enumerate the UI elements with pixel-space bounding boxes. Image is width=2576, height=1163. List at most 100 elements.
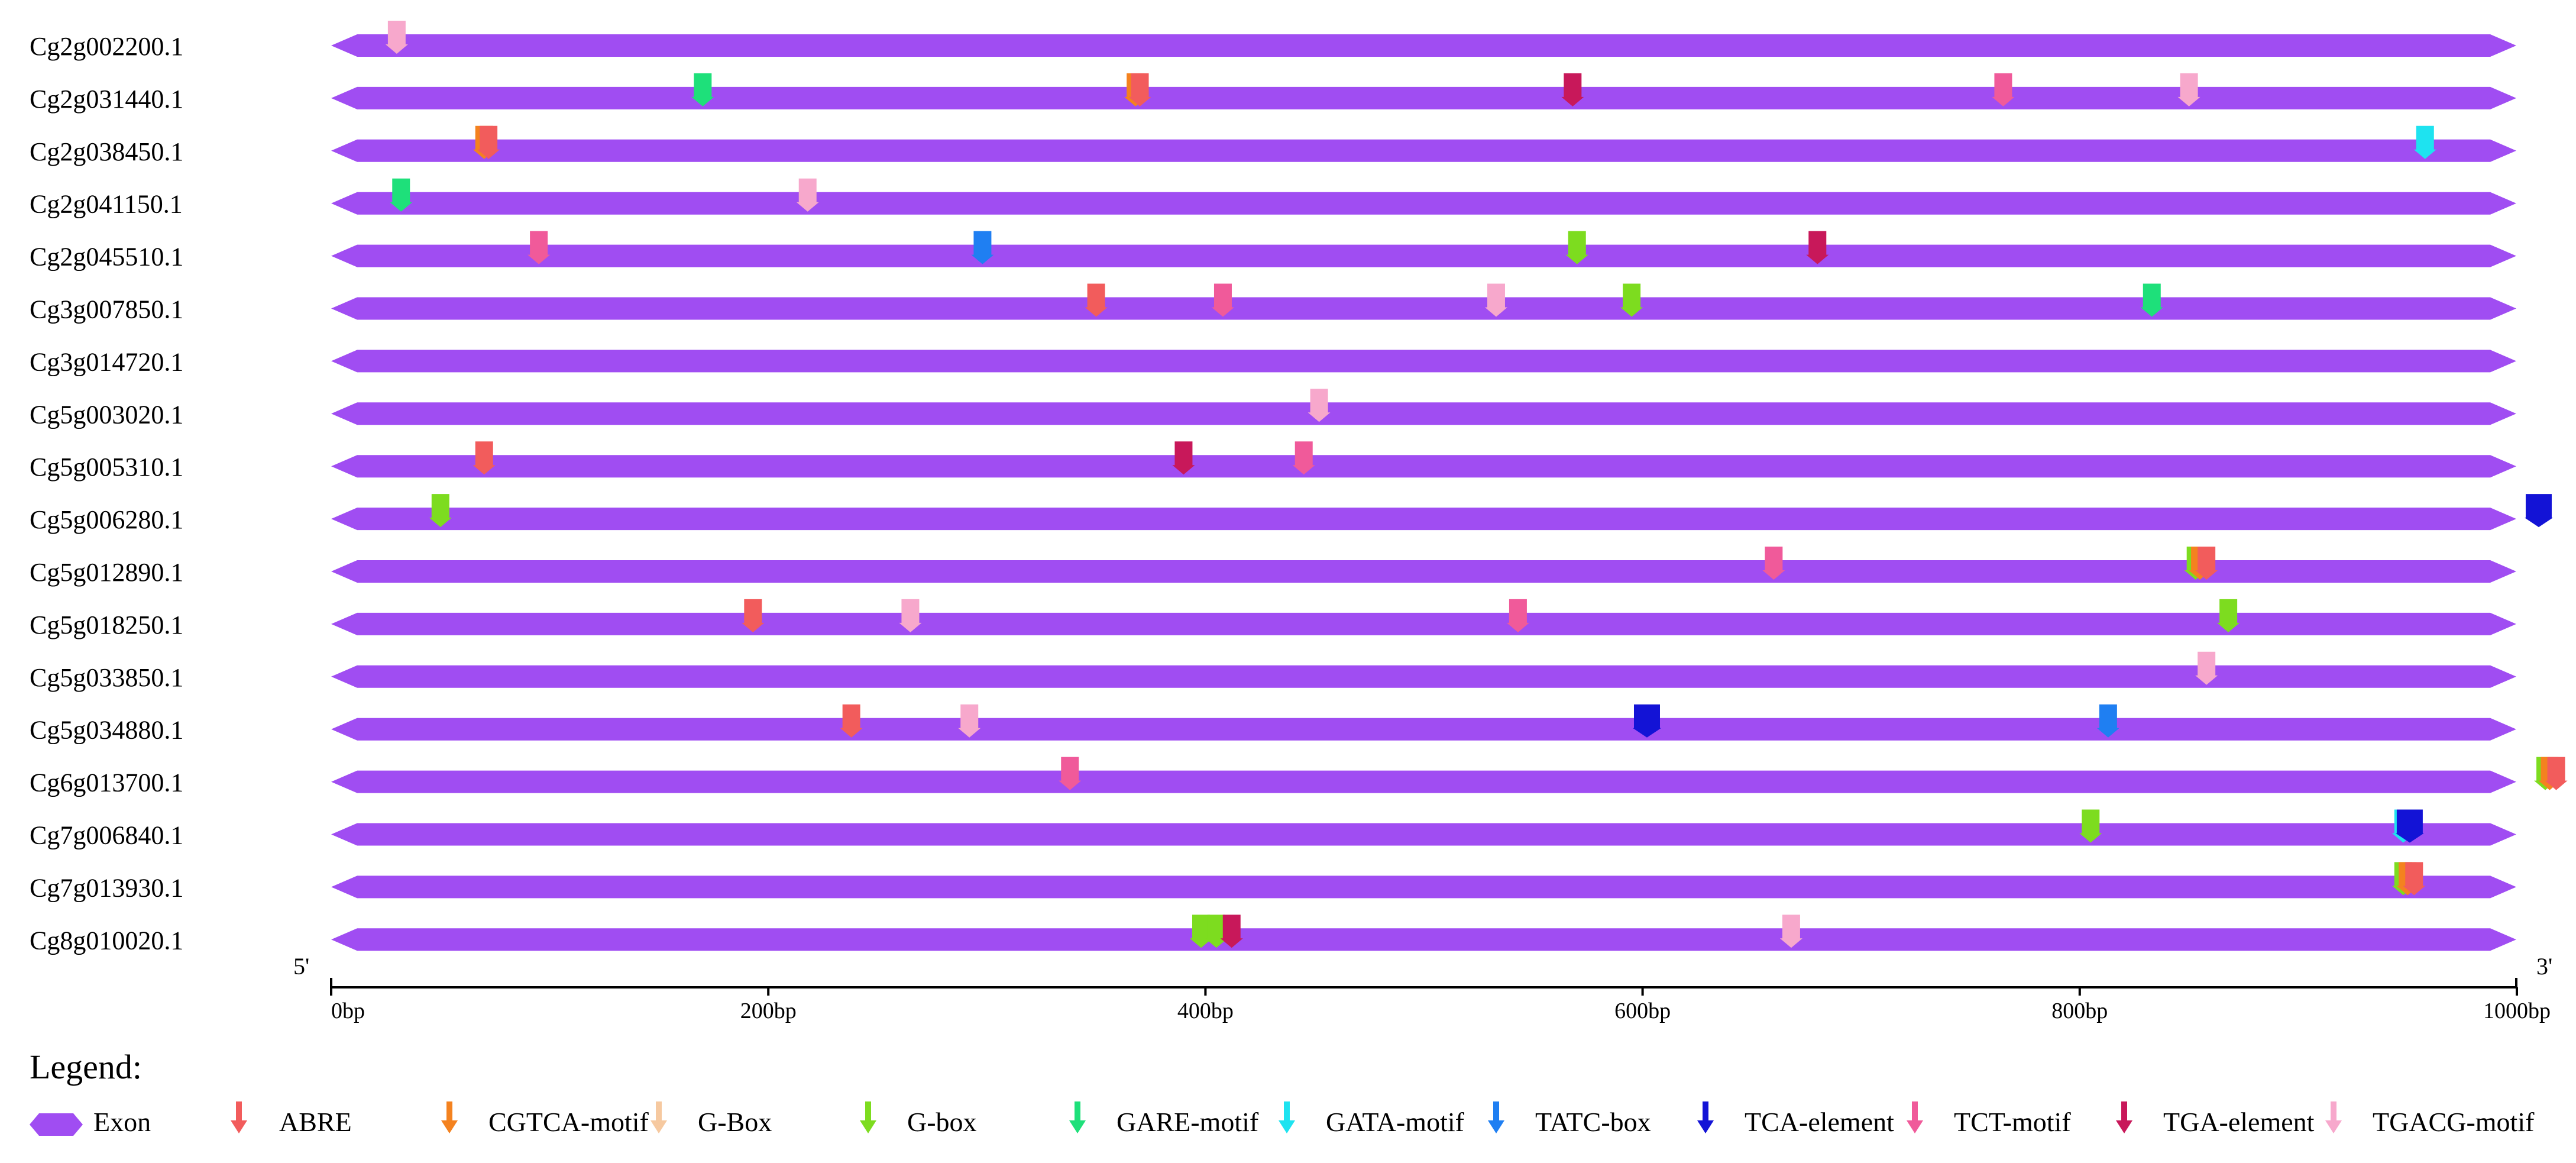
- axis-tick-label: 0bp: [331, 999, 365, 1023]
- motif-tatc-box: [971, 231, 994, 264]
- gene-row: Cg8g010020.1: [30, 915, 2516, 955]
- legend-label-g-box: G-box: [907, 1107, 977, 1137]
- tga-element-arrow-icon: [2116, 1101, 2132, 1133]
- motif-abre: [1085, 283, 1108, 317]
- motif-tgacg-motif: [2177, 73, 2200, 106]
- x-axis: 0bp200bp400bp600bp800bp1000bp1200bp1400b…: [293, 953, 2552, 1023]
- motif-g-box: [1565, 231, 1588, 264]
- gene-row: Cg6g013700.1: [30, 757, 2568, 797]
- exon-bar: [331, 139, 2516, 162]
- gene-label: Cg2g045510.1: [30, 243, 183, 272]
- gene-label: Cg7g013930.1: [30, 873, 183, 902]
- motif-gata-motif: [2413, 125, 2436, 159]
- g-box-arrow-icon: [860, 1101, 876, 1133]
- axis-tick-label: 1000bp: [2483, 999, 2551, 1023]
- gene-label: Cg5g018250.1: [30, 610, 183, 639]
- gene-label: Cg5g033850.1: [30, 663, 183, 692]
- gene-label: Cg2g031440.1: [30, 85, 183, 114]
- motif-tct-motif: [1211, 283, 1234, 317]
- motif-tgacg-motif: [385, 21, 408, 54]
- motif-tga-element: [1220, 915, 1243, 948]
- abre-arrow-icon: [231, 1101, 247, 1133]
- gene-row: Cg5g034880.1: [30, 704, 2516, 745]
- gene-row: Cg2g041150.1: [30, 178, 2516, 219]
- exon-bar: [331, 86, 2516, 109]
- motif-tct-motif: [1992, 73, 2015, 106]
- gene-row: Cg3g007850.1: [30, 283, 2516, 324]
- gene-label: Cg5g005310.1: [30, 453, 183, 482]
- motif-abre: [477, 125, 500, 159]
- gene-row: Cg5g033850.1: [30, 651, 2516, 692]
- gene-label: Cg8g010020.1: [30, 926, 183, 955]
- motif-tgacg-motif: [796, 178, 819, 212]
- tatc-box-arrow-icon: [1488, 1101, 1504, 1133]
- gare-motif-arrow-icon: [1069, 1101, 1086, 1133]
- motif-tca-element: [1632, 704, 1661, 738]
- gene-label: Cg5g012890.1: [30, 558, 183, 587]
- motif-abre: [840, 704, 863, 738]
- motif-g-box: [1620, 283, 1643, 317]
- motif-tct-motif: [1292, 441, 1315, 475]
- gene-row: Cg5g018250.1: [30, 599, 2516, 639]
- exon-bar: [331, 770, 2516, 793]
- legend-label-exon: Exon: [93, 1107, 151, 1137]
- motif-tga-element: [1172, 441, 1195, 475]
- legend-label-tca-element: TCA-element: [1745, 1107, 1894, 1137]
- motif-tgacg-motif: [1779, 915, 1802, 948]
- legend-label-cgtca-motif: CGTCA-motif: [488, 1107, 649, 1137]
- gata-motif-arrow-icon: [1279, 1101, 1295, 1133]
- gene-label: Cg2g002200.1: [30, 32, 183, 61]
- gene-label: Cg5g003020.1: [30, 400, 183, 429]
- legend-title: Legend:: [30, 1048, 143, 1086]
- gene-row: Cg5g006280.1: [30, 494, 2553, 534]
- exon-bar: [331, 823, 2516, 846]
- exon-bar: [331, 508, 2516, 531]
- gene-row: Cg3g014720.1: [30, 347, 2516, 376]
- legend-label-tga-element: TGA-element: [2163, 1107, 2315, 1137]
- axis-tick-label: 200bp: [740, 999, 797, 1023]
- gene-label: Cg7g006840.1: [30, 821, 183, 850]
- legend-label-gare-motif: GARE-motif: [1117, 1107, 1259, 1137]
- exon-bar: [331, 612, 2516, 635]
- exon-bar: [331, 350, 2516, 373]
- exon-bar: [331, 718, 2516, 741]
- gene-label: Cg5g034880.1: [30, 716, 183, 745]
- axis-tick-label: 400bp: [1177, 999, 1234, 1023]
- motif-tct-motif: [528, 231, 551, 264]
- legend-label-gata-motif: GATA-motif: [1326, 1107, 1464, 1137]
- exon-bar: [331, 665, 2516, 688]
- three-prime-label: 3': [2536, 953, 2552, 980]
- gene-row: Cg5g012890.1: [30, 547, 2516, 587]
- motif-tgacg-motif: [1308, 389, 1331, 422]
- motif-gare-motif: [2140, 283, 2163, 317]
- motif-tgacg-motif: [958, 704, 981, 738]
- gene-label: Cg2g041150.1: [30, 190, 183, 219]
- tct-motif-arrow-icon: [1907, 1101, 1923, 1133]
- exon-icon: [30, 1113, 83, 1136]
- motif-tct-motif: [1506, 599, 1529, 632]
- gene-label: Cg2g038450.1: [30, 137, 183, 166]
- cgtca-motif-arrow-icon: [441, 1101, 458, 1133]
- legend-label-tct-motif: TCT-motif: [1954, 1107, 2071, 1137]
- motif-tatc-box: [2096, 704, 2119, 738]
- motif-tct-motif: [1059, 757, 1082, 790]
- gene-label: Cg5g006280.1: [30, 505, 183, 534]
- motif-g-box: [2217, 599, 2240, 632]
- gene-row: Cg2g031440.1: [30, 73, 2516, 114]
- exon-bar: [331, 297, 2516, 320]
- motif-abre: [742, 599, 765, 632]
- exon-bar: [331, 876, 2516, 899]
- gene-label: Cg3g007850.1: [30, 295, 183, 324]
- gene-row: Cg7g006840.1: [30, 809, 2516, 850]
- motif-abre: [1128, 73, 1151, 106]
- gene-label: Cg6g013700.1: [30, 768, 183, 797]
- gene-row: Cg5g005310.1: [30, 441, 2516, 482]
- g-box-upper-arrow-icon: [651, 1101, 667, 1133]
- exon-bar: [331, 34, 2516, 57]
- legend-label-tatc-box: TATC-box: [1535, 1107, 1651, 1137]
- exon-bar: [331, 928, 2516, 951]
- exon-bar: [331, 560, 2516, 583]
- motif-tga-element: [1806, 231, 1829, 264]
